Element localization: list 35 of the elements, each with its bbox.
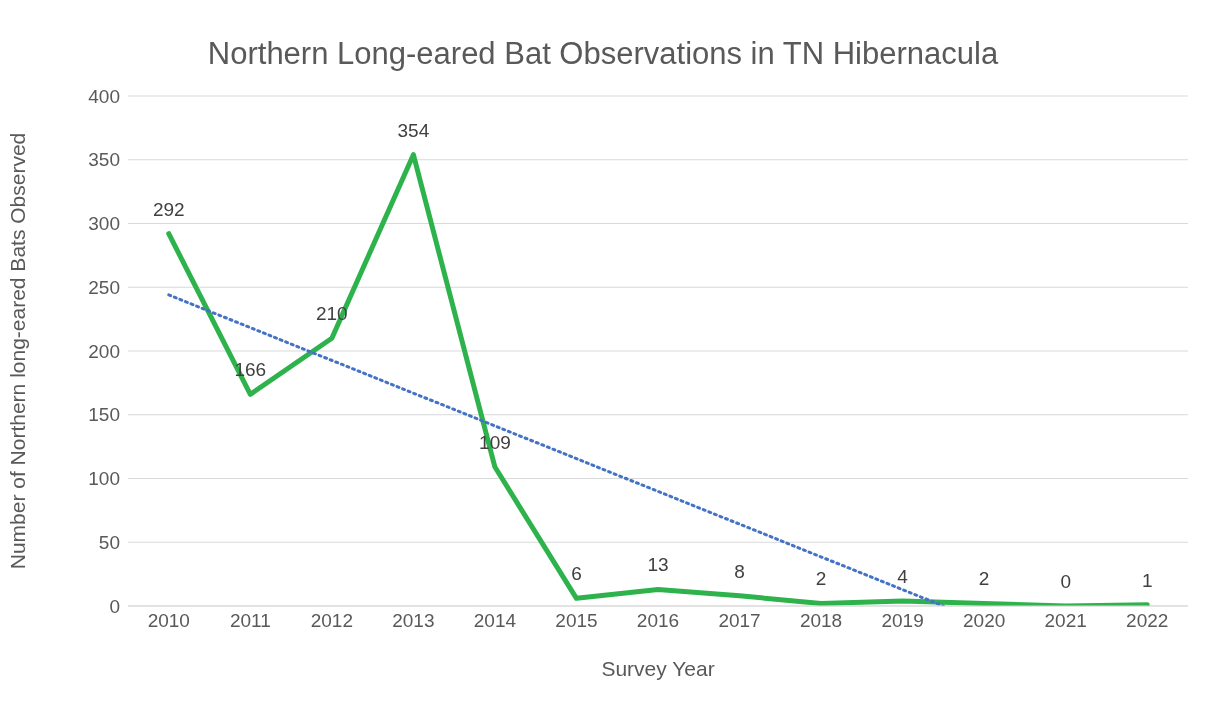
data-label: 6 bbox=[571, 563, 582, 585]
y-tick-label: 350 bbox=[88, 149, 120, 171]
x-tick-label: 2018 bbox=[799, 610, 843, 632]
x-tick-label: 2022 bbox=[1126, 610, 1169, 632]
y-tick-label: 50 bbox=[98, 531, 120, 553]
data-label: 0 bbox=[1060, 571, 1071, 592]
data-label: 2 bbox=[978, 568, 990, 590]
y-tick-label: 250 bbox=[88, 276, 120, 298]
x-tick-label: 2011 bbox=[229, 610, 271, 632]
chart-title: Northern Long-eared Bat Observations in TN Hibernacula bbox=[206, 35, 1000, 73]
y-tick-label: 150 bbox=[88, 404, 120, 426]
x-tick-label: 2015 bbox=[555, 610, 598, 632]
data-label: 4 bbox=[897, 565, 909, 587]
x-axis-title: Survey Year bbox=[601, 657, 715, 680]
data-label: 292 bbox=[152, 198, 185, 220]
x-tick-label: 2010 bbox=[147, 610, 190, 632]
x-tick-label: 2019 bbox=[881, 610, 924, 632]
x-tick-label: 2012 bbox=[310, 610, 353, 632]
x-tick-label: 2017 bbox=[718, 610, 761, 632]
data-label: 2 bbox=[815, 568, 827, 590]
x-tick-label: 2014 bbox=[473, 610, 517, 632]
data-label: 354 bbox=[397, 119, 430, 141]
y-tick-label: 400 bbox=[88, 85, 120, 107]
x-tick-label: 2020 bbox=[963, 610, 1006, 632]
y-tick-label: 100 bbox=[88, 468, 120, 490]
y-axis-title: Number of Northern long-eared Bats Observed bbox=[6, 132, 30, 570]
x-tick-label: 2016 bbox=[636, 610, 680, 632]
data-label: 8 bbox=[734, 560, 745, 582]
data-label: 1 bbox=[1141, 569, 1153, 591]
x-tick-label: 2021 bbox=[1044, 610, 1087, 632]
data-label: 13 bbox=[647, 554, 669, 576]
y-tick-label: 200 bbox=[88, 340, 120, 362]
x-tick-label: 2013 bbox=[392, 610, 435, 632]
y-tick-label: 300 bbox=[88, 213, 120, 235]
y-tick-label: 0 bbox=[109, 595, 120, 617]
